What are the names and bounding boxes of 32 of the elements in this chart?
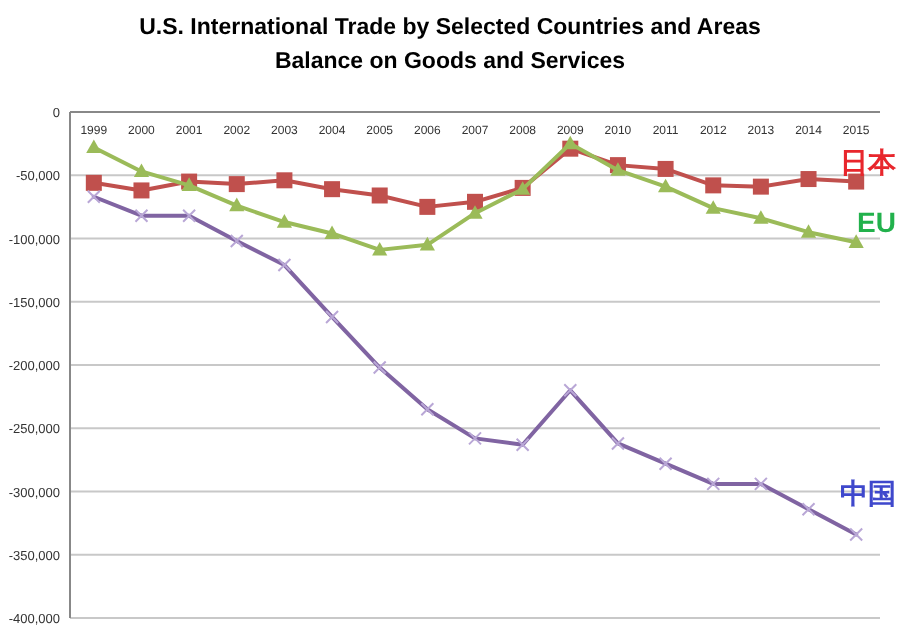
- point: [324, 225, 340, 240]
- point: [133, 182, 150, 199]
- point: [467, 205, 483, 219]
- point: [752, 178, 769, 195]
- point: [85, 174, 102, 191]
- point: [848, 234, 864, 248]
- point: [324, 181, 341, 198]
- point: [467, 193, 483, 210]
- point: [419, 236, 435, 251]
- chart-subtitle: Balance on Goods and Services: [274, 50, 626, 74]
- point: [86, 139, 102, 154]
- series-label: EU: [857, 206, 896, 239]
- point: [657, 160, 674, 177]
- point: [657, 178, 674, 193]
- point: [705, 200, 721, 214]
- point: [800, 224, 817, 238]
- series-label: 日本: [840, 145, 898, 178]
- point: [562, 135, 578, 150]
- point: [276, 172, 293, 189]
- point: [419, 198, 436, 215]
- point: [133, 163, 150, 178]
- series-label: 中国: [840, 476, 896, 509]
- point: [229, 197, 245, 212]
- point: [753, 210, 769, 224]
- point: [276, 214, 293, 228]
- point: [800, 171, 817, 188]
- point: [228, 176, 245, 193]
- point: [371, 187, 388, 204]
- chart-title: U.S. International Trade by Selected Countries and Areas: [139, 16, 761, 40]
- point: [705, 177, 722, 194]
- point: [610, 162, 626, 176]
- point: [372, 241, 388, 256]
